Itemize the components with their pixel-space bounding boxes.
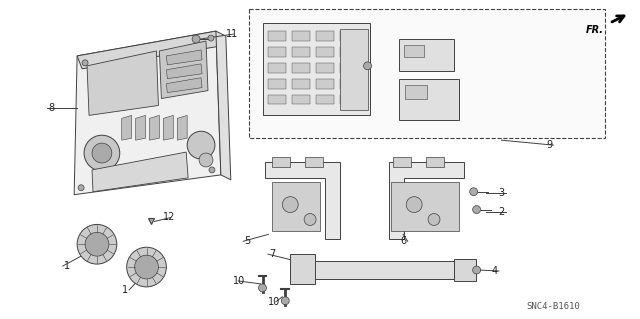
Text: 8: 8 [48,103,54,114]
FancyBboxPatch shape [340,94,358,105]
Polygon shape [305,157,323,167]
Polygon shape [426,157,444,167]
Text: 9: 9 [546,140,552,150]
Text: 10: 10 [234,276,246,286]
Polygon shape [159,41,208,99]
Polygon shape [166,78,202,93]
Circle shape [282,297,289,305]
FancyBboxPatch shape [292,47,310,57]
Polygon shape [74,31,221,195]
Circle shape [85,232,109,256]
Polygon shape [166,50,202,65]
Polygon shape [163,115,173,140]
Polygon shape [87,51,159,115]
Circle shape [473,205,481,213]
FancyBboxPatch shape [292,31,310,41]
Text: 1: 1 [64,261,70,271]
Polygon shape [273,182,320,231]
FancyBboxPatch shape [340,63,358,73]
Circle shape [406,197,422,212]
FancyBboxPatch shape [316,79,334,89]
Text: FR.: FR. [586,25,604,35]
FancyBboxPatch shape [248,9,605,138]
Text: SNC4-B1610: SNC4-B1610 [526,302,580,311]
Polygon shape [273,157,291,167]
Circle shape [77,225,116,264]
Circle shape [199,153,213,167]
Text: 12: 12 [163,212,176,222]
FancyBboxPatch shape [340,79,358,89]
Polygon shape [122,115,132,140]
FancyBboxPatch shape [292,63,310,73]
Polygon shape [389,162,464,239]
Circle shape [364,62,372,70]
FancyBboxPatch shape [291,254,315,284]
FancyBboxPatch shape [300,261,459,279]
FancyBboxPatch shape [404,45,424,57]
Circle shape [473,266,481,274]
Text: 11: 11 [226,29,238,39]
Polygon shape [166,64,202,79]
Text: 7: 7 [269,249,275,259]
Circle shape [209,167,215,173]
FancyBboxPatch shape [454,259,476,281]
Circle shape [304,213,316,226]
FancyBboxPatch shape [316,63,334,73]
Text: 5: 5 [244,236,251,246]
Text: 2: 2 [499,206,505,217]
FancyBboxPatch shape [316,31,334,41]
Polygon shape [92,152,188,192]
Circle shape [92,143,112,163]
Circle shape [134,255,159,279]
FancyBboxPatch shape [292,79,310,89]
FancyBboxPatch shape [316,94,334,105]
FancyBboxPatch shape [268,94,286,105]
Text: 6: 6 [400,236,406,246]
Circle shape [84,135,120,171]
Circle shape [282,197,298,212]
Text: 3: 3 [499,188,504,198]
FancyBboxPatch shape [399,79,459,120]
Circle shape [187,131,215,159]
Circle shape [208,35,214,41]
FancyBboxPatch shape [399,39,454,71]
Circle shape [127,247,166,287]
FancyBboxPatch shape [316,47,334,57]
Polygon shape [262,23,369,115]
FancyBboxPatch shape [268,63,286,73]
FancyBboxPatch shape [405,85,427,99]
Circle shape [192,35,200,43]
Polygon shape [216,31,231,180]
Circle shape [82,60,88,66]
FancyBboxPatch shape [292,94,310,105]
Text: 4: 4 [492,266,498,276]
FancyBboxPatch shape [340,47,358,57]
Circle shape [428,213,440,226]
Polygon shape [177,115,187,140]
Circle shape [259,284,266,292]
Circle shape [470,188,477,196]
Polygon shape [340,29,367,110]
FancyBboxPatch shape [268,47,286,57]
Polygon shape [150,115,159,140]
Text: 10: 10 [268,297,281,307]
Text: 1: 1 [122,285,128,295]
Circle shape [78,185,84,191]
FancyBboxPatch shape [268,31,286,41]
Polygon shape [392,182,459,231]
Polygon shape [394,157,411,167]
Polygon shape [136,115,145,140]
Polygon shape [77,31,221,69]
FancyBboxPatch shape [268,79,286,89]
Polygon shape [266,162,340,239]
FancyBboxPatch shape [340,31,358,41]
